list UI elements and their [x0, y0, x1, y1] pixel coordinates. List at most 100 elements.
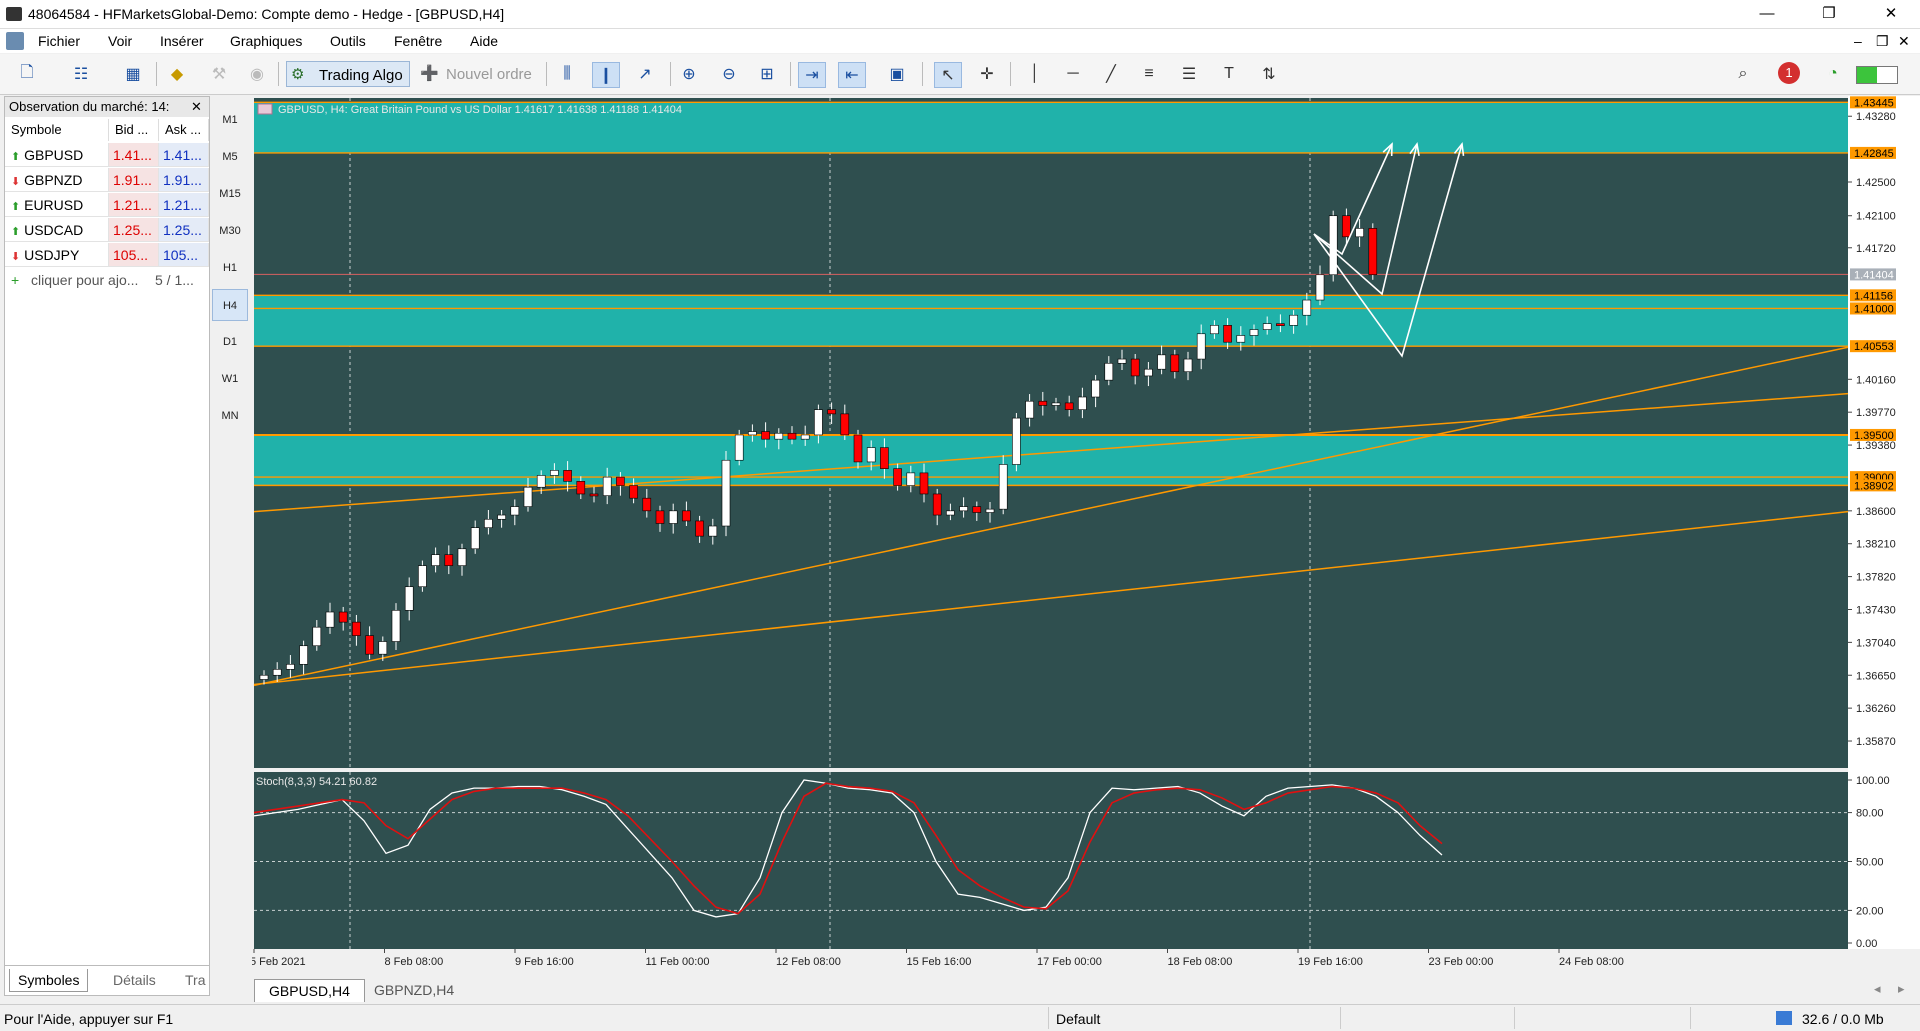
- price-label: 1.38210: [1856, 539, 1896, 551]
- timeframe-m1[interactable]: M1: [222, 114, 238, 126]
- chart-shift-icon[interactable]: ⇤: [838, 62, 866, 88]
- add-symbol-row[interactable]: + cliquer pour ajo... 5 / 1...: [5, 268, 209, 292]
- table-row[interactable]: ⬆ USDCAD 1.25... 1.25...: [5, 218, 209, 242]
- new-order-button[interactable]: ➕ Nouvel ordre: [418, 61, 540, 87]
- trendline-icon[interactable]: ╱: [1106, 66, 1116, 83]
- new-chart-icon[interactable]: 🗋: [20, 63, 34, 81]
- timeframe-w1[interactable]: W1: [221, 373, 239, 385]
- timeframe-h1[interactable]: H1: [222, 262, 238, 274]
- candle: [550, 470, 559, 476]
- arrow-up-icon: ⬆: [11, 151, 21, 163]
- cursor-icon[interactable]: ↖: [934, 62, 962, 88]
- menu-fichier[interactable]: Fichier: [38, 33, 81, 49]
- fibonacci-icon[interactable]: ≡: [1144, 65, 1154, 82]
- horizontal-line-icon[interactable]: ─: [1067, 65, 1079, 82]
- timeframe-mn[interactable]: MN: [221, 410, 239, 422]
- close-button[interactable]: ✕: [1884, 5, 1898, 22]
- candle: [932, 493, 942, 516]
- candle: [1025, 400, 1034, 419]
- vertical-line-icon[interactable]: │: [1030, 65, 1040, 82]
- menu-outils[interactable]: Outils: [330, 33, 366, 49]
- header-bid[interactable]: Bid ...: [109, 119, 159, 141]
- menu-voir[interactable]: Voir: [108, 33, 133, 49]
- menu-graphiques[interactable]: Graphiques: [230, 33, 303, 49]
- scroll-left-icon[interactable]: ◂: [1874, 981, 1881, 996]
- candle: [1183, 358, 1193, 373]
- resistance-zone: [254, 102, 1848, 153]
- profiles-icon[interactable]: ☷: [73, 66, 89, 83]
- timeframe-m30[interactable]: M30: [219, 225, 241, 237]
- menu-fenetre[interactable]: Fenêtre: [394, 33, 443, 49]
- table-row[interactable]: ⬆ EURUSD 1.21... 1.21...: [5, 193, 209, 217]
- notifications-icon[interactable]: 1: [1778, 62, 1800, 84]
- tab-details[interactable]: Détails: [113, 972, 156, 988]
- candle: [470, 527, 480, 550]
- level-label: 1.43445: [1854, 97, 1894, 109]
- menu-inserer[interactable]: Insérer: [160, 33, 204, 49]
- ask-value: 1.41...: [159, 143, 209, 167]
- candle: [642, 497, 652, 512]
- candle: [589, 493, 599, 497]
- timeframe-m5[interactable]: M5: [222, 151, 238, 163]
- header-symbol[interactable]: Symbole: [5, 119, 109, 141]
- channel-icon[interactable]: ☰: [1181, 66, 1197, 83]
- candle: [655, 510, 665, 524]
- candle: [1157, 354, 1166, 370]
- table-row[interactable]: ⬆ GBPUSD 1.41... 1.41...: [5, 143, 209, 167]
- new-order-label: Nouvel ordre: [446, 66, 532, 83]
- zoom-out-icon[interactable]: ⊖: [722, 66, 736, 83]
- arrows-icon[interactable]: ⇅: [1262, 66, 1276, 83]
- chart-tab-gbpnzd[interactable]: GBPNZD,H4: [374, 982, 455, 998]
- signal-strength-icon[interactable]: ◔: [1828, 65, 1838, 82]
- timeframe-h4[interactable]: H4: [212, 289, 248, 321]
- candle: [1196, 333, 1206, 360]
- templates-icon[interactable]: ▣: [889, 66, 905, 83]
- line-chart-icon[interactable]: ↗: [638, 66, 652, 83]
- candles-icon[interactable]: ❙: [592, 62, 620, 88]
- price-label: 1.42500: [1856, 177, 1896, 189]
- mdi-restore-button[interactable]: ❐: [1876, 33, 1889, 49]
- price-label: 1.36650: [1856, 670, 1896, 682]
- scroll-right-icon[interactable]: ▸: [1898, 981, 1905, 996]
- zoom-in-icon[interactable]: ⊕: [682, 66, 696, 83]
- table-row[interactable]: ⬇ USDJPY 105... 105...: [5, 243, 209, 267]
- tools-icon[interactable]: ⚒: [211, 66, 227, 83]
- mdi-close-button[interactable]: ✕: [1898, 33, 1910, 49]
- app-icon: [6, 7, 22, 21]
- tab-trading[interactable]: Tra: [185, 972, 206, 988]
- trendline: [253, 392, 1849, 513]
- bar-chart-icon[interactable]: ⫼: [563, 65, 571, 82]
- tab-symboles[interactable]: Symboles: [9, 969, 89, 992]
- connection-icon: [1856, 66, 1898, 84]
- candle: [404, 586, 414, 611]
- projection-arrow: [1313, 143, 1463, 358]
- timeframe-m15[interactable]: M15: [219, 188, 241, 200]
- table-row[interactable]: ⬇ GBPNZD 1.91... 1.91...: [5, 168, 209, 192]
- timeframe-d1[interactable]: D1: [222, 336, 238, 348]
- market-watch-icon[interactable]: ▦: [125, 66, 141, 83]
- time-label: 11 Feb 00:00: [646, 956, 710, 968]
- candle: [1130, 358, 1140, 377]
- window-title: 48064584 - HFMarketsGlobal-Demo: Compte …: [28, 6, 505, 22]
- chart-tab-gbpusd[interactable]: GBPUSD,H4: [254, 979, 365, 1002]
- tile-icon[interactable]: ⊞: [760, 66, 774, 83]
- candle: [616, 476, 625, 486]
- app-menu-icon[interactable]: [6, 32, 24, 50]
- menu-aide[interactable]: Aide: [470, 33, 499, 49]
- market-watch-close-button[interactable]: ✕: [191, 99, 202, 114]
- signal-icon[interactable]: ◉: [250, 66, 264, 83]
- trading-algo-button[interactable]: ⚙ Trading Algo: [286, 61, 410, 87]
- autoscroll-icon[interactable]: ⇥: [798, 62, 826, 88]
- traffic-icon: [1776, 1011, 1792, 1025]
- candle: [1117, 358, 1127, 364]
- level-tag: [1850, 302, 1896, 315]
- mdi-minimize-button[interactable]: –: [1854, 33, 1862, 49]
- text-icon[interactable]: T: [1224, 65, 1234, 82]
- crosshair-icon[interactable]: ✛: [980, 66, 994, 83]
- minimize-button[interactable]: —: [1759, 5, 1775, 22]
- gold-icon[interactable]: ◆: [170, 66, 184, 83]
- search-icon[interactable]: ⌕: [1738, 65, 1748, 82]
- restore-button[interactable]: ❐: [1822, 5, 1836, 22]
- header-ask[interactable]: Ask ...: [159, 119, 209, 141]
- price-chart[interactable]: 1.43280 1.42500 1.42100 1.41720 1.40160 1.397…: [250, 96, 1920, 978]
